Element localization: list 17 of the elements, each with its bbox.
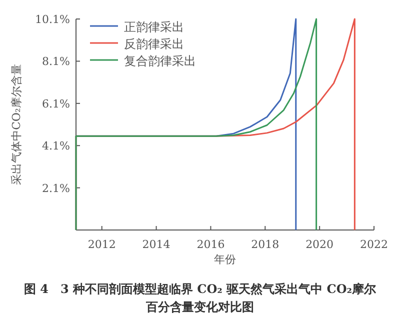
y-tick-label: 8.1% [42,55,70,68]
y-tick-label: 10.1% [35,13,70,26]
x-tick-label: 2014 [142,238,170,251]
legend-label: 复合韵律采出 [124,54,196,68]
legend-label: 反韵律采出 [124,37,184,51]
text: 图 4 3 种不同剖面模型超临界 CO₂ 驱天然气采出气中 CO₂摩尔百分含量变化对比图 [22,281,378,316]
y-tick-label: 6.1% [42,97,70,110]
legend-label: 正韵律采出 [124,20,184,34]
x-tick-label: 2016 [196,238,225,251]
x-tick-label: 2018 [251,238,280,251]
x-tick-label: 2020 [306,238,334,251]
x-tick-label: 2012 [88,238,116,251]
y-tick-label: 4.1% [42,140,70,153]
x-tick-label: 2022 [360,238,388,251]
y-tick-label: 2.1% [42,182,70,195]
y-axis-title: 采出气体中CO₂摩尔含量 [10,64,23,185]
x-axis-title: 年份 [214,253,236,266]
